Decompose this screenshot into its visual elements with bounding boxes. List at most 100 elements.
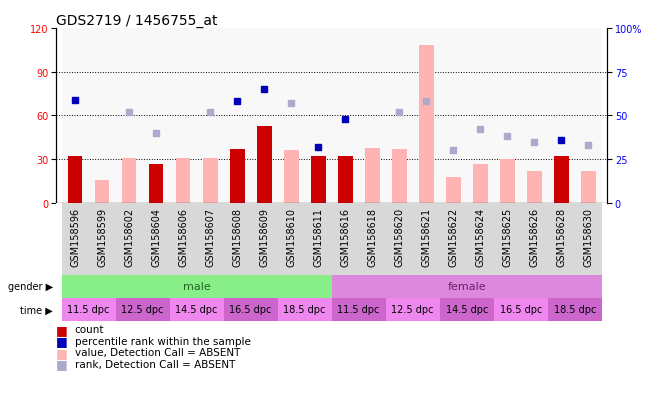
Bar [230,150,244,204]
Bar [467,29,494,204]
Bar [305,29,332,204]
Text: 16.5 dpc: 16.5 dpc [230,305,272,315]
Text: value, Detection Call = ABSENT: value, Detection Call = ABSENT [75,348,240,358]
Bar [521,204,548,275]
Bar [385,29,412,204]
Text: 18.5 dpc: 18.5 dpc [283,305,326,315]
Bar [170,29,197,204]
Bar [88,204,116,275]
Text: time ▶: time ▶ [20,305,53,315]
Bar [278,204,305,275]
Bar [548,29,575,204]
Bar [115,298,170,321]
Bar [467,204,494,275]
Text: ■: ■ [56,358,68,370]
Text: GSM158611: GSM158611 [313,207,323,266]
Bar [494,204,521,275]
Text: 11.5 dpc: 11.5 dpc [67,305,110,315]
Bar [527,171,542,204]
Bar [278,298,332,321]
Bar [305,204,332,275]
Bar [170,204,197,275]
Bar [284,151,298,204]
Bar [358,204,385,275]
Bar [494,298,548,321]
Text: GSM158606: GSM158606 [178,207,188,266]
Bar [358,29,385,204]
Bar [311,157,325,204]
Bar [61,298,116,321]
Text: GSM158625: GSM158625 [502,207,512,266]
Bar [170,298,224,321]
Bar [473,164,488,204]
Bar [385,298,440,321]
Text: ■: ■ [56,323,68,336]
Bar [419,46,434,204]
Bar [115,204,143,275]
Bar [412,204,440,275]
Bar [251,29,278,204]
Text: GSM158610: GSM158610 [286,207,296,266]
Bar [575,29,602,204]
Bar [251,204,278,275]
Bar [440,204,467,275]
Bar [61,204,88,275]
Text: count: count [75,325,104,335]
Bar [581,171,596,204]
Bar [446,177,461,204]
Bar [197,29,224,204]
Bar [548,204,575,275]
Text: ■: ■ [56,335,68,347]
Bar [148,164,164,204]
Text: GSM158621: GSM158621 [421,207,431,266]
Bar [392,150,407,204]
Text: GSM158609: GSM158609 [259,207,269,266]
Text: GSM158608: GSM158608 [232,207,242,266]
Text: male: male [183,282,211,292]
Bar [115,29,143,204]
Text: 16.5 dpc: 16.5 dpc [500,305,542,315]
Text: GSM158622: GSM158622 [448,207,458,266]
Bar [197,204,224,275]
Bar [224,204,251,275]
Bar [61,275,332,298]
Text: rank, Detection Call = ABSENT: rank, Detection Call = ABSENT [75,359,235,369]
Text: GSM158596: GSM158596 [70,207,80,266]
Bar [332,275,602,298]
Text: GSM158630: GSM158630 [583,207,593,266]
Text: ■: ■ [56,346,68,359]
Bar [332,298,385,321]
Text: GSM158624: GSM158624 [475,207,485,266]
Text: 12.5 dpc: 12.5 dpc [391,305,434,315]
Bar [257,126,271,204]
Text: GSM158628: GSM158628 [556,207,566,266]
Text: 12.5 dpc: 12.5 dpc [121,305,164,315]
Text: percentile rank within the sample: percentile rank within the sample [75,336,250,346]
Text: GSM158604: GSM158604 [151,207,161,266]
Text: gender ▶: gender ▶ [8,282,53,292]
Bar [94,180,110,204]
Text: female: female [447,282,486,292]
Bar [143,204,170,275]
Text: 11.5 dpc: 11.5 dpc [337,305,380,315]
Bar [440,298,494,321]
Bar [224,298,278,321]
Bar [338,157,352,204]
Bar [332,204,358,275]
Bar [548,298,602,321]
Bar [440,29,467,204]
Bar [554,157,569,204]
Text: GSM158618: GSM158618 [367,207,377,266]
Text: GSM158620: GSM158620 [394,207,404,266]
Text: GSM158599: GSM158599 [97,207,107,266]
Text: GSM158607: GSM158607 [205,207,215,266]
Bar [521,29,548,204]
Text: 14.5 dpc: 14.5 dpc [176,305,218,315]
Text: 18.5 dpc: 18.5 dpc [554,305,596,315]
Bar [365,148,379,204]
Bar [500,160,515,204]
Text: GSM158626: GSM158626 [529,207,539,266]
Bar [67,157,82,204]
Bar [176,159,191,204]
Bar [278,29,305,204]
